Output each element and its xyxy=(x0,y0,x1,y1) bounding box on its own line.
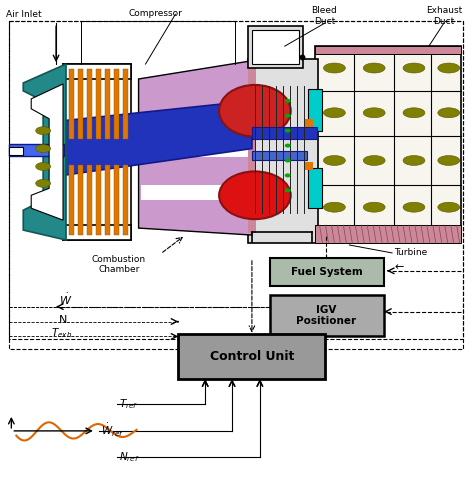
Text: $N_{ref}$: $N_{ref}$ xyxy=(118,450,139,464)
Ellipse shape xyxy=(323,63,346,73)
Bar xyxy=(87,69,92,139)
Ellipse shape xyxy=(323,202,346,212)
Text: Exhaust
Duct: Exhaust Duct xyxy=(426,6,462,26)
Bar xyxy=(69,69,74,139)
Bar xyxy=(270,258,384,286)
Text: $T_{exh}$: $T_{exh}$ xyxy=(51,327,73,340)
Ellipse shape xyxy=(438,202,460,212)
Text: Combustion
Chamber: Combustion Chamber xyxy=(91,255,146,274)
Bar xyxy=(308,89,321,131)
Text: ←: ← xyxy=(394,262,403,272)
Ellipse shape xyxy=(36,179,51,187)
Bar xyxy=(252,127,317,139)
Ellipse shape xyxy=(285,99,291,103)
Ellipse shape xyxy=(438,63,460,73)
Text: Air Inlet: Air Inlet xyxy=(6,10,42,19)
Bar xyxy=(9,21,463,349)
Bar xyxy=(63,64,131,79)
Bar xyxy=(105,69,110,139)
Ellipse shape xyxy=(403,156,425,165)
Bar xyxy=(87,165,92,235)
Bar xyxy=(178,334,326,379)
Ellipse shape xyxy=(36,144,51,153)
Ellipse shape xyxy=(219,85,291,137)
Ellipse shape xyxy=(438,108,460,118)
Bar xyxy=(308,169,321,208)
Bar xyxy=(315,46,461,54)
Bar xyxy=(63,64,131,141)
Bar xyxy=(123,165,128,235)
Bar xyxy=(123,69,128,139)
Bar xyxy=(248,26,302,68)
Ellipse shape xyxy=(403,108,425,118)
Ellipse shape xyxy=(363,202,385,212)
Bar xyxy=(105,165,110,235)
Polygon shape xyxy=(138,61,252,235)
Bar xyxy=(9,147,23,155)
Ellipse shape xyxy=(285,143,291,148)
Bar xyxy=(69,165,74,235)
Bar xyxy=(9,21,463,339)
Bar xyxy=(63,225,131,240)
Ellipse shape xyxy=(363,156,385,165)
Bar xyxy=(315,46,461,240)
Ellipse shape xyxy=(363,108,385,118)
Bar xyxy=(114,165,118,235)
Bar xyxy=(252,151,307,160)
Bar xyxy=(252,30,299,64)
Bar xyxy=(78,69,83,139)
Ellipse shape xyxy=(363,63,385,73)
Ellipse shape xyxy=(219,172,291,219)
Bar xyxy=(141,139,248,156)
Polygon shape xyxy=(23,64,66,240)
Bar xyxy=(78,165,83,235)
Ellipse shape xyxy=(438,156,460,165)
Bar xyxy=(96,69,101,139)
Ellipse shape xyxy=(285,188,291,192)
Ellipse shape xyxy=(285,114,291,118)
Ellipse shape xyxy=(285,174,291,177)
Bar xyxy=(248,59,318,243)
Ellipse shape xyxy=(323,108,346,118)
Bar xyxy=(9,143,64,156)
Text: $\dot{W}_{ref}$: $\dot{W}_{ref}$ xyxy=(101,422,124,439)
Polygon shape xyxy=(63,101,252,175)
Text: IGV
Positioner: IGV Positioner xyxy=(296,305,356,327)
Ellipse shape xyxy=(285,129,291,133)
Ellipse shape xyxy=(285,158,291,162)
Ellipse shape xyxy=(36,162,51,171)
Polygon shape xyxy=(31,84,63,220)
Ellipse shape xyxy=(36,127,51,135)
Bar xyxy=(114,69,118,139)
Ellipse shape xyxy=(323,156,346,165)
Text: N: N xyxy=(59,314,67,325)
Text: $\dot{W}$: $\dot{W}$ xyxy=(59,292,73,307)
Bar xyxy=(315,225,461,243)
Bar xyxy=(96,165,101,235)
Text: Control Unit: Control Unit xyxy=(210,350,294,363)
Bar xyxy=(63,163,131,240)
Text: Turbine: Turbine xyxy=(394,248,428,258)
Bar xyxy=(305,119,312,127)
Text: Compressor: Compressor xyxy=(128,9,182,18)
Text: Fuel System: Fuel System xyxy=(291,267,362,277)
Bar xyxy=(141,185,248,200)
Ellipse shape xyxy=(403,202,425,212)
Ellipse shape xyxy=(403,63,425,73)
Bar xyxy=(248,59,256,233)
Text: Bleed
Duct: Bleed Duct xyxy=(311,6,337,26)
Bar xyxy=(270,295,384,336)
Bar xyxy=(305,162,312,171)
Text: $T_{ref}$: $T_{ref}$ xyxy=(118,397,138,411)
